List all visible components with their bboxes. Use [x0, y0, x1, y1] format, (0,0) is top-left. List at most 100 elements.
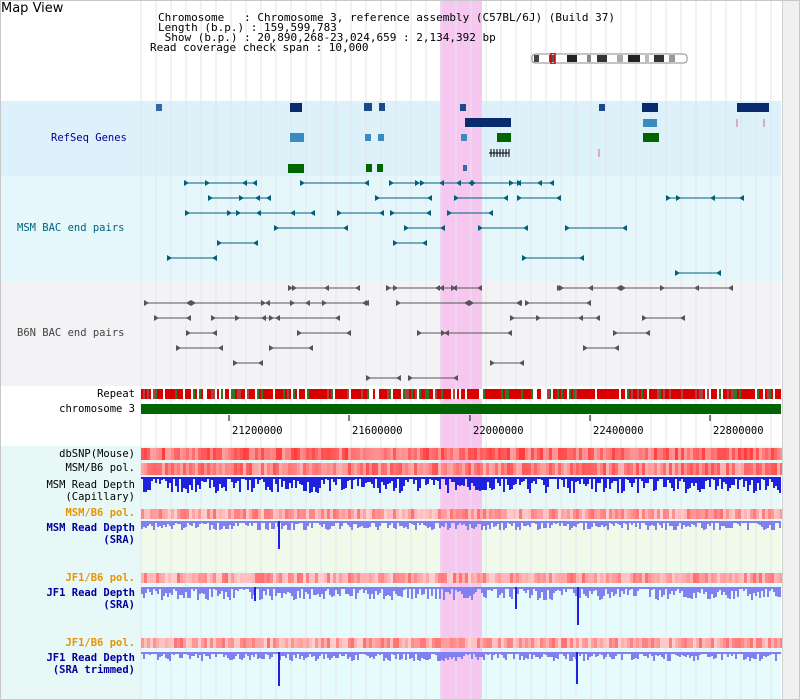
read-depth-bin	[739, 587, 741, 589]
polymorphism-bin	[705, 463, 708, 475]
polymorphism-bin	[216, 448, 219, 460]
repeat-element	[639, 389, 641, 399]
polymorphism-bin	[399, 463, 402, 475]
polymorphism-bin	[744, 573, 747, 583]
msm-b6-pol-label[interactable]: MSM/B6 pol.	[65, 462, 135, 474]
polymorphism-bin	[162, 638, 165, 648]
repeat-element	[775, 389, 777, 399]
read-depth-bin	[215, 521, 217, 530]
msm-b6-pol-label-2[interactable]: MSM/B6 pol.	[65, 507, 135, 519]
polymorphism-bin	[669, 448, 672, 460]
read-depth-bin	[743, 652, 745, 660]
polymorphism-bin	[150, 573, 153, 583]
jf1-b6-pol-label-2[interactable]: JF1/B6 pol.	[65, 637, 135, 649]
read-depth-bin	[513, 477, 515, 485]
read-depth-bin	[479, 587, 481, 589]
repeat-element	[453, 389, 455, 399]
read-depth-bin	[399, 521, 401, 526]
b6n-bac-pair-end	[517, 300, 522, 306]
msm-bac-pair-end	[208, 195, 213, 201]
read-depth-bin	[501, 587, 503, 593]
read-depth-bin	[629, 521, 631, 523]
polymorphism-bin	[414, 573, 417, 583]
polymorphism-bin	[396, 573, 399, 583]
polymorphism-bin	[456, 509, 459, 519]
read-depth-bin	[581, 477, 583, 479]
polymorphism-bin	[651, 463, 654, 475]
read-depth-bin	[343, 587, 345, 589]
read-depth-bin	[713, 652, 715, 659]
read-depth-bin	[579, 521, 581, 523]
msm-bac-pair-end	[266, 195, 271, 201]
msm-bac-label[interactable]: MSM BAC end pairs	[17, 222, 125, 234]
read-depth-bin	[737, 652, 739, 654]
polymorphism-bin	[165, 448, 168, 460]
polymorphism-bin	[222, 448, 225, 460]
repeat-element	[527, 389, 529, 399]
msm-depth-sra-label[interactable]: MSM Read Depth	[46, 522, 135, 534]
read-depth-bin	[401, 587, 403, 597]
polymorphism-bin	[234, 448, 237, 460]
read-depth-bin	[265, 587, 267, 595]
polymorphism-bin	[147, 573, 150, 583]
polymorphism-bin	[492, 509, 495, 519]
read-depth-bin	[275, 521, 277, 523]
b6n-bac-pair-end	[439, 285, 444, 291]
read-depth-bin	[181, 477, 183, 492]
read-depth-bin	[701, 587, 703, 589]
read-depth-bin	[753, 477, 755, 493]
repeat-element	[261, 389, 263, 399]
polymorphism-bin	[444, 573, 447, 583]
polymorphism-bin	[180, 638, 183, 648]
chromosome-label[interactable]: chromosome 3	[59, 403, 135, 415]
chromosome-ideogram[interactable]	[531, 53, 688, 64]
read-depth-bin	[513, 521, 515, 523]
read-depth-bin	[479, 652, 481, 657]
polymorphism-bin	[546, 638, 549, 648]
refseq-genes-label[interactable]: RefSeq Genes	[51, 132, 127, 144]
polymorphism-bin	[510, 638, 513, 648]
jf1-depth-sra-label[interactable]: JF1 Read Depth	[46, 587, 135, 599]
polymorphism-bin	[351, 463, 354, 475]
read-depth-bin	[409, 477, 411, 479]
jf1-b6-pol-label[interactable]: JF1/B6 pol.	[65, 572, 135, 584]
b6n-bac-label[interactable]: B6N BAC end pairs	[17, 327, 125, 339]
read-depth-bin	[467, 477, 469, 487]
repeat-label[interactable]: Repeat	[97, 388, 135, 400]
read-depth-bin	[751, 587, 753, 600]
jf1-depth-trimmed-label[interactable]: JF1 Read Depth	[46, 652, 135, 664]
polymorphism-bin	[657, 463, 660, 475]
polymorphism-bin	[426, 573, 429, 583]
read-depth-bin	[331, 477, 333, 479]
read-depth-bin	[185, 477, 187, 489]
read-depth-bin	[501, 652, 503, 655]
read-depth-bin	[341, 521, 343, 526]
polymorphism-bin	[588, 463, 591, 475]
read-depth-bin	[601, 477, 603, 479]
polymorphism-bin	[777, 448, 780, 460]
msm-depth-capillary-label[interactable]: MSM Read Depth	[46, 479, 135, 491]
polymorphism-bin	[234, 509, 237, 519]
read-depth-bin	[551, 477, 553, 479]
msm-bac-pair-end	[256, 210, 261, 216]
read-depth-bin	[189, 587, 191, 598]
msm-bac-pair-end	[390, 210, 395, 216]
polymorphism-bin	[648, 638, 651, 648]
polymorphism-bin	[246, 573, 249, 583]
polymorphism-bin	[477, 573, 480, 583]
polymorphism-bin	[432, 448, 435, 460]
repeat-element	[761, 389, 763, 399]
polymorphism-bin	[216, 509, 219, 519]
read-depth-bin	[163, 521, 165, 525]
read-depth-bin	[693, 652, 695, 661]
polymorphism-bin	[681, 509, 684, 519]
gene-feature	[290, 133, 304, 142]
read-depth-bin	[435, 521, 437, 523]
polymorphism-bin	[552, 509, 555, 519]
vertical-scrollbar[interactable]	[782, 1, 799, 699]
polymorphism-bin	[636, 509, 639, 519]
polymorphism-bin	[444, 509, 447, 519]
read-depth-bin	[535, 652, 537, 657]
dbsnp-label[interactable]: dbSNP(Mouse)	[59, 448, 135, 460]
